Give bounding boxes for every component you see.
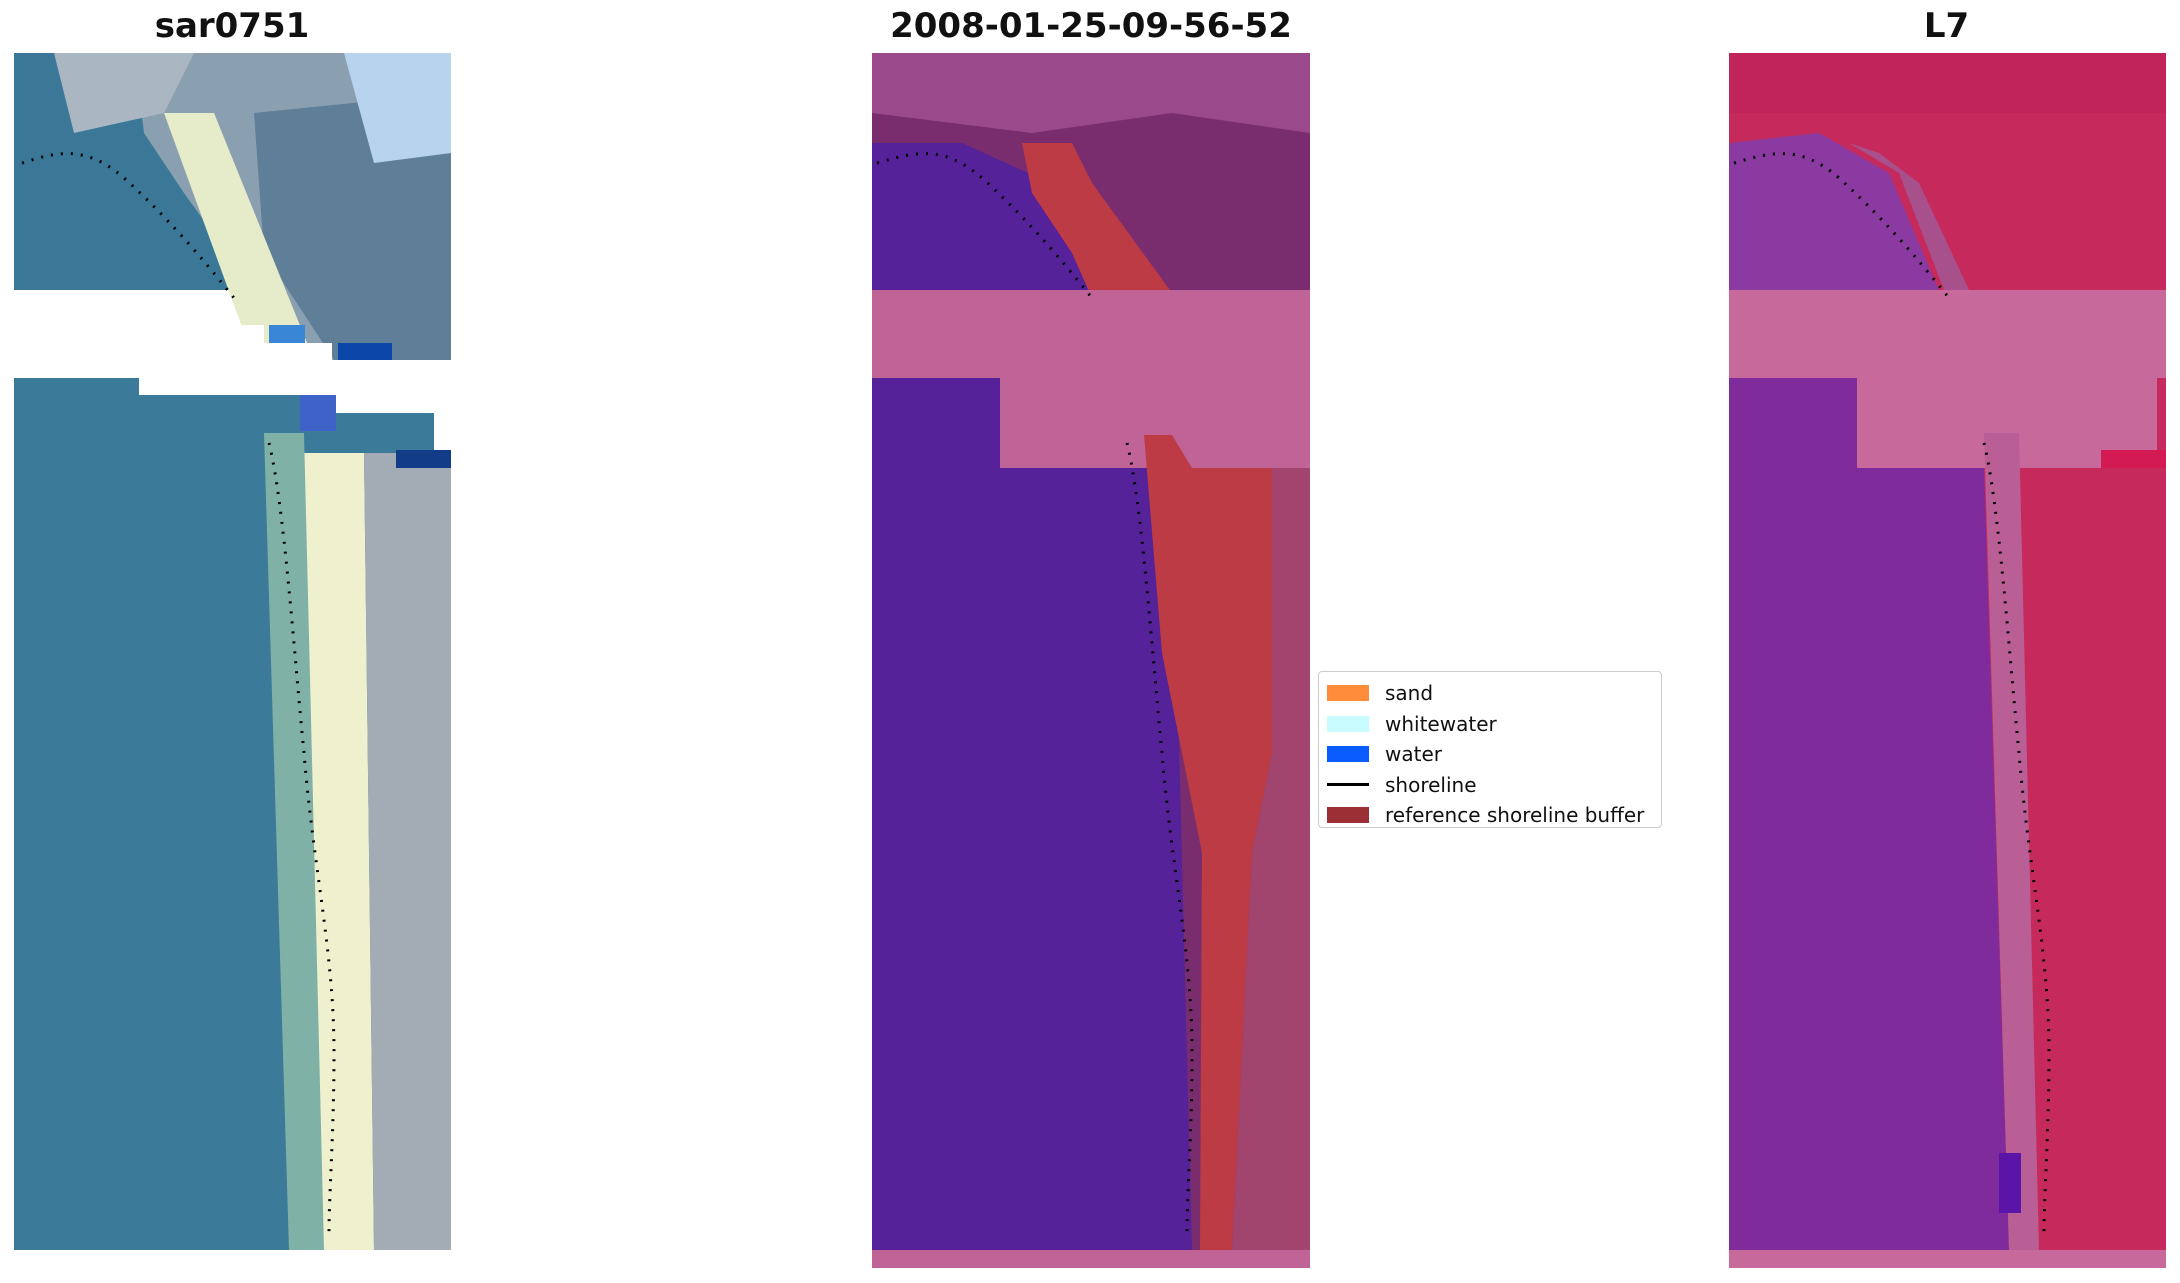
index-image [1729,53,2166,1268]
class-buffer-upper [1022,143,1232,343]
legend-label-shoreline: shoreline [1385,772,1477,797]
rgb-water-patch-2 [338,343,392,360]
legend-item-reference-buffer: reference shoreline buffer [1327,800,1653,831]
rgb-water-patch-4 [396,450,451,468]
class-land-top [872,53,1310,133]
shoreline-classification [876,152,1194,1234]
legend-item-water: water [1327,739,1653,770]
index-panel [1729,53,2166,1268]
legend: sand whitewater water shoreline referenc… [1318,671,1662,828]
rgb-image [14,53,451,1250]
panel-title-classification: 2008-01-25-09-56-52 [890,6,1292,46]
rgb-surf-lower [264,433,324,1250]
legend-swatch-whitewater [1327,715,1369,732]
rgb-sky-bright [344,53,451,163]
panel-title-index: L7 [1923,6,1970,46]
rgb-water-patch-1 [269,325,305,343]
shoreline-rgb [21,152,336,1234]
idx-transition-upper [1849,143,1969,290]
idx-nodata-band-1 [1729,290,2166,378]
rgb-gap [14,290,451,378]
rgb-water-patch-3 [300,395,336,431]
legend-swatch-water [1327,746,1369,763]
classification-image [872,53,1310,1268]
idx-transition-lower [1984,433,2039,1250]
idx-land-patch [2101,450,2166,468]
legend-item-sand: sand [1327,678,1653,709]
panel-title-rgb: sar0751 [154,6,310,46]
legend-swatch-shoreline [1327,783,1369,787]
rgb-image-panel [14,53,451,1250]
legend-label-sand: sand [1385,681,1434,706]
legend-swatch-sand [1327,685,1369,702]
rgb-land-lower [364,453,451,1250]
class-land-lower [1232,468,1310,1250]
legend-item-whitewater: whitewater [1327,709,1653,740]
rgb-beach-upper [164,113,314,360]
legend-swatch-reference-buffer [1327,807,1369,824]
legend-label-whitewater: whitewater [1385,711,1497,736]
idx-dark-patch [1999,1153,2021,1213]
classification-panel [872,53,1310,1268]
legend-label-water: water [1385,742,1442,767]
legend-label-reference-buffer: reference shoreline buffer [1385,803,1645,828]
rgb-gap-lower [139,378,451,450]
legend-item-shoreline: shoreline [1327,770,1653,801]
class-nodata-bottom [872,1250,1310,1268]
rgb-sky-topleft [54,53,194,133]
shoreline-index [1733,152,2051,1234]
class-nodata-band-1 [872,290,1310,378]
class-water-lower-main [1000,468,1192,1250]
idx-water-upper [1729,133,1939,290]
idx-land-top [1729,53,2166,113]
class-buffer-lower [1144,435,1272,1250]
class-water-lower [872,378,1000,1250]
idx-water-lower-1 [1729,378,1857,1250]
idx-water-lower-2 [1857,468,2009,1250]
idx-nodata-bottom [1729,1250,2166,1268]
rgb-land-dark [254,93,451,360]
